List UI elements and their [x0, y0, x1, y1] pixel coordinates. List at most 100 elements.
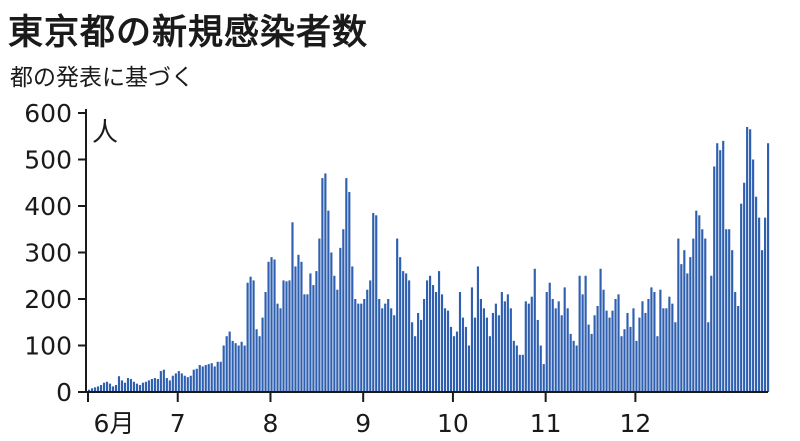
- bar: [375, 215, 378, 392]
- bar: [500, 292, 503, 392]
- bar: [288, 280, 291, 392]
- bar: [318, 238, 321, 392]
- bar: [321, 178, 324, 392]
- bar: [354, 299, 357, 392]
- bar: [581, 294, 584, 392]
- bar: [297, 254, 300, 392]
- y-tick-label: 300: [24, 239, 72, 268]
- bar: [378, 299, 381, 392]
- bar: [506, 294, 509, 392]
- bar: [746, 126, 749, 392]
- bar: [635, 340, 638, 392]
- bar: [90, 388, 94, 392]
- bar: [572, 340, 575, 392]
- bar: [638, 317, 641, 392]
- bar: [680, 264, 683, 393]
- bar: [539, 345, 542, 392]
- bar: [429, 275, 432, 392]
- bar: [695, 210, 698, 392]
- bar: [662, 308, 665, 392]
- bar: [189, 375, 192, 392]
- bar: [536, 319, 539, 392]
- bar: [156, 378, 159, 392]
- bar: [93, 387, 97, 392]
- bar: [608, 317, 611, 392]
- bar: [737, 305, 740, 392]
- bar: [300, 261, 303, 392]
- bar: [632, 308, 635, 392]
- bar: [333, 275, 336, 392]
- bar: [689, 257, 692, 392]
- bar: [144, 381, 147, 392]
- bar: [252, 280, 255, 392]
- x-tick-label: 12: [619, 409, 651, 438]
- bar: [764, 217, 767, 393]
- bar: [701, 229, 704, 392]
- bar: [279, 308, 282, 392]
- bar: [626, 312, 629, 392]
- bar: [135, 383, 139, 392]
- bar: [749, 129, 752, 392]
- bar: [180, 373, 183, 392]
- bar: [372, 212, 375, 392]
- bar: [258, 336, 261, 392]
- bar: [743, 182, 746, 392]
- bar: [399, 257, 402, 392]
- bar: [264, 292, 267, 392]
- bar: [363, 299, 366, 392]
- bar: [102, 382, 106, 392]
- bar: [719, 150, 722, 392]
- bar: [758, 217, 761, 393]
- bar: [408, 280, 411, 392]
- bar: [261, 317, 264, 392]
- bar: [339, 247, 342, 392]
- bar: [503, 301, 506, 392]
- bar: [150, 378, 153, 392]
- bar: [162, 369, 165, 392]
- y-tick-label: 400: [24, 192, 72, 221]
- chart-title: 東京都の新規感染者数: [8, 13, 369, 53]
- bar: [725, 229, 728, 392]
- bar: [461, 317, 465, 392]
- bar: [234, 343, 237, 392]
- bar: [620, 336, 623, 392]
- bar: [282, 280, 285, 392]
- bar: [731, 250, 734, 392]
- x-tick-label: 8: [263, 409, 279, 438]
- bar: [623, 329, 626, 392]
- bar: [117, 376, 121, 392]
- bar: [722, 140, 725, 392]
- bar: [569, 333, 572, 393]
- bar: [686, 273, 689, 392]
- bar: [411, 322, 414, 392]
- bar: [659, 289, 662, 392]
- bar: [521, 354, 524, 392]
- bar: [369, 280, 372, 392]
- bar: [327, 210, 330, 392]
- bar: [255, 329, 258, 392]
- bar: [198, 365, 201, 392]
- bar: [330, 252, 333, 392]
- bar: [590, 333, 593, 393]
- bar: [88, 389, 91, 392]
- bar: [704, 238, 707, 392]
- bar: [602, 289, 605, 392]
- bar: [405, 273, 408, 392]
- x-tick-label: 10: [437, 409, 469, 438]
- bar: [183, 375, 186, 392]
- bar: [132, 381, 136, 392]
- bar: [446, 310, 450, 393]
- bar: [482, 308, 485, 392]
- bar: [587, 324, 590, 392]
- bar: [560, 315, 563, 392]
- y-tick-label: 500: [24, 146, 72, 175]
- bar: [342, 229, 345, 392]
- bar: [443, 308, 447, 392]
- bar: [545, 292, 548, 392]
- x-tick-label: 6月: [94, 409, 135, 438]
- bar: [464, 326, 468, 392]
- bar: [647, 299, 650, 392]
- y-axis: 0 100 200 300 400 500 600: [24, 99, 87, 407]
- bar: [473, 317, 477, 392]
- bar: [351, 266, 354, 392]
